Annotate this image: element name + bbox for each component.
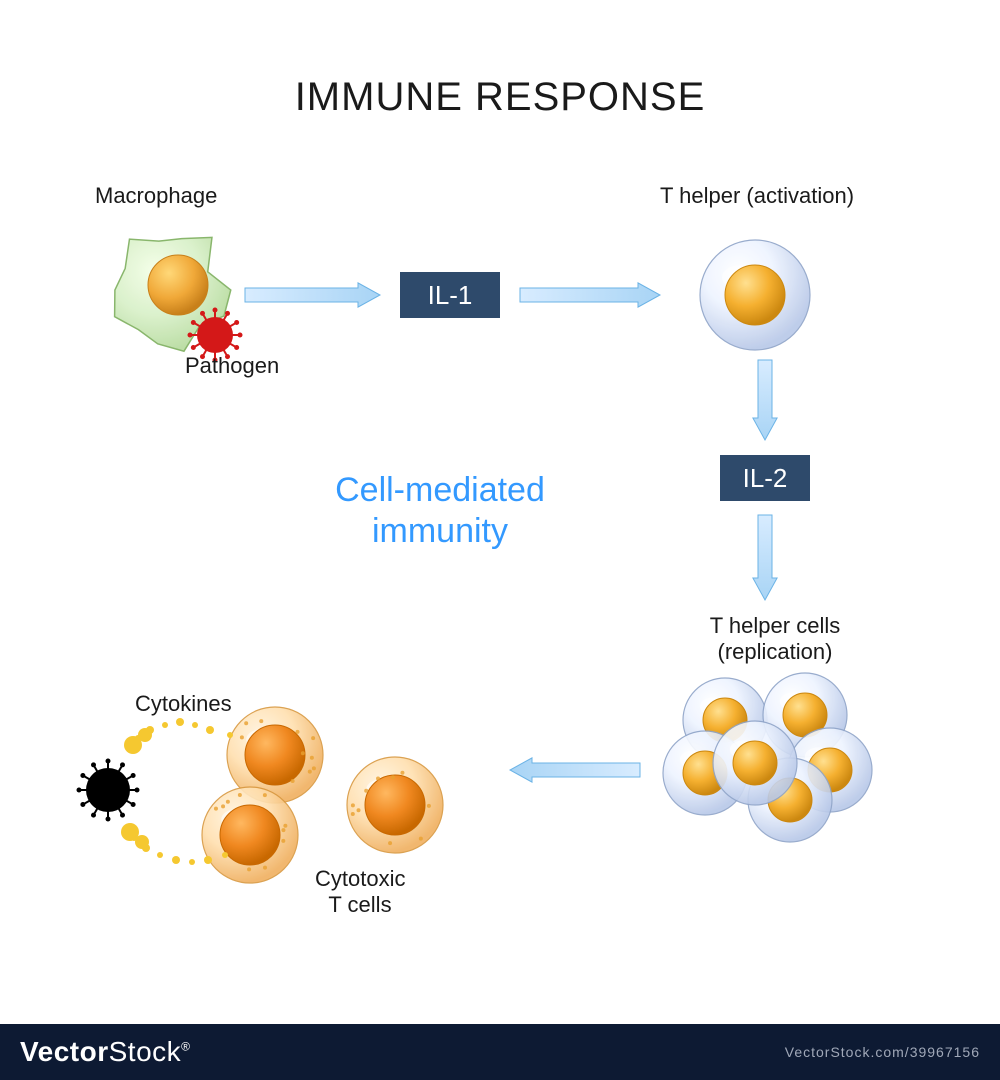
label-cytokines: Cytokines (135, 691, 232, 717)
label-pathogen: Pathogen (185, 353, 279, 379)
diagram-title: IMMUNE RESPONSE (0, 75, 1000, 120)
label-thelper-activation: T helper (activation) (660, 183, 854, 209)
label-macrophage: Macrophage (95, 183, 217, 209)
label-cytotoxic: Cytotoxic T cells (315, 866, 405, 919)
footer-id: VectorStock.com/39967156 (785, 1044, 980, 1060)
footer-brand: VectorStock® (20, 1036, 190, 1068)
footer-bar: VectorStock® VectorStock.com/39967156 (0, 1024, 1000, 1080)
center-label: Cell-mediated immunity (300, 470, 580, 552)
il2-box: IL-2 (720, 455, 810, 501)
label-thelper-rep-l1: T helper cells (710, 613, 840, 638)
label-cytotoxic-l1: Cytotoxic (315, 866, 405, 891)
footer-brand-suffix: Stock (109, 1036, 182, 1067)
label-thelper-rep-l2: (replication) (718, 639, 833, 664)
footer-brand-prefix: Vector (20, 1036, 109, 1067)
il1-box: IL-1 (400, 272, 500, 318)
label-thelper-replication: T helper cells (replication) (700, 613, 850, 666)
center-label-l1: Cell-mediated (335, 471, 545, 509)
center-label-l2: immunity (372, 512, 508, 550)
label-cytotoxic-l2: T cells (328, 892, 391, 917)
